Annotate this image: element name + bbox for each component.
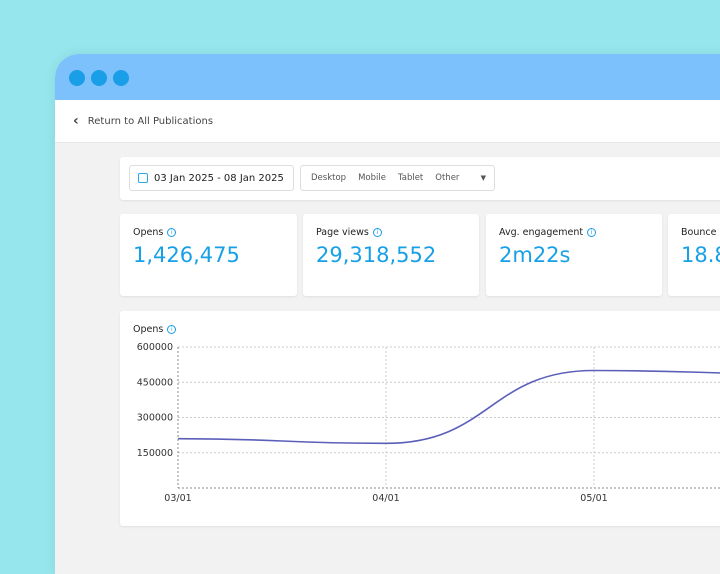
y-tick-label: 450000 xyxy=(137,377,173,388)
filter-bar: 03 Jan 2025 - 08 Jan 2025 Desktop Mobile… xyxy=(120,157,720,200)
info-icon[interactable]: i xyxy=(167,228,177,237)
x-tick-label: 03/01 xyxy=(164,493,191,504)
info-icon[interactable]: i xyxy=(167,325,177,334)
opens-line-chart: 60000045000030000015000003/0104/0105/010… xyxy=(137,342,720,504)
stat-card-avg-engagement: Avg. engagement i 2m22s xyxy=(486,214,662,296)
window-maximize-dot[interactable] xyxy=(113,70,129,86)
window-minimize-dot[interactable] xyxy=(91,70,107,86)
x-tick-label: 04/01 xyxy=(372,493,399,504)
date-range-value: 03 Jan 2025 - 08 Jan 2025 xyxy=(154,172,284,184)
stat-value: 2m22s xyxy=(499,243,571,267)
device-option[interactable]: Mobile xyxy=(358,173,386,183)
opens-series-line xyxy=(177,369,720,445)
stat-label: Avg. engagement xyxy=(499,227,584,238)
x-tick-label: 05/01 xyxy=(580,493,607,504)
device-option[interactable]: Tablet xyxy=(397,173,424,183)
stat-card-opens: Opens i 1,426,475 xyxy=(120,214,297,296)
back-label: Return to All Publications xyxy=(87,115,214,127)
browser-window: ‹ Return to All Publications 03 Jan 2025… xyxy=(55,54,720,574)
stat-card-bounce: Bounce 18.8 xyxy=(668,214,720,296)
stat-value: 18.8 xyxy=(681,243,720,267)
date-range-picker[interactable]: 03 Jan 2025 - 08 Jan 2025 xyxy=(129,165,294,191)
device-option[interactable]: Other xyxy=(435,173,460,183)
calendar-icon xyxy=(138,173,148,183)
stat-label: Opens xyxy=(133,227,164,238)
y-tick-label: 300000 xyxy=(137,413,173,424)
stat-label: Page views xyxy=(316,227,369,238)
stat-value: 29,318,552 xyxy=(316,243,437,267)
device-select[interactable]: Desktop Mobile Tablet Other ▼ xyxy=(300,165,495,191)
stat-value: 1,426,475 xyxy=(133,243,240,267)
info-icon[interactable]: i xyxy=(587,228,597,237)
y-tick-label: 600000 xyxy=(137,342,173,353)
stat-card-page-views: Page views i 29,318,552 xyxy=(303,214,479,296)
info-icon[interactable]: i xyxy=(372,228,382,237)
stat-label: Bounce xyxy=(681,227,717,238)
title-bar xyxy=(55,54,720,100)
window-close-dot[interactable] xyxy=(69,70,85,86)
opens-chart-card: Opens i 600000 450000 300000 150000 03/01 04/0… xyxy=(120,311,720,526)
device-option[interactable]: Desktop xyxy=(311,173,347,183)
chart-title: Opens xyxy=(133,324,164,335)
back-link[interactable]: ‹ Return to All Publications xyxy=(55,100,720,143)
caret-down-icon[interactable]: ▼ xyxy=(480,174,486,182)
chevron-left-icon: ‹ xyxy=(73,113,79,129)
y-tick-label: 150000 xyxy=(137,448,173,459)
